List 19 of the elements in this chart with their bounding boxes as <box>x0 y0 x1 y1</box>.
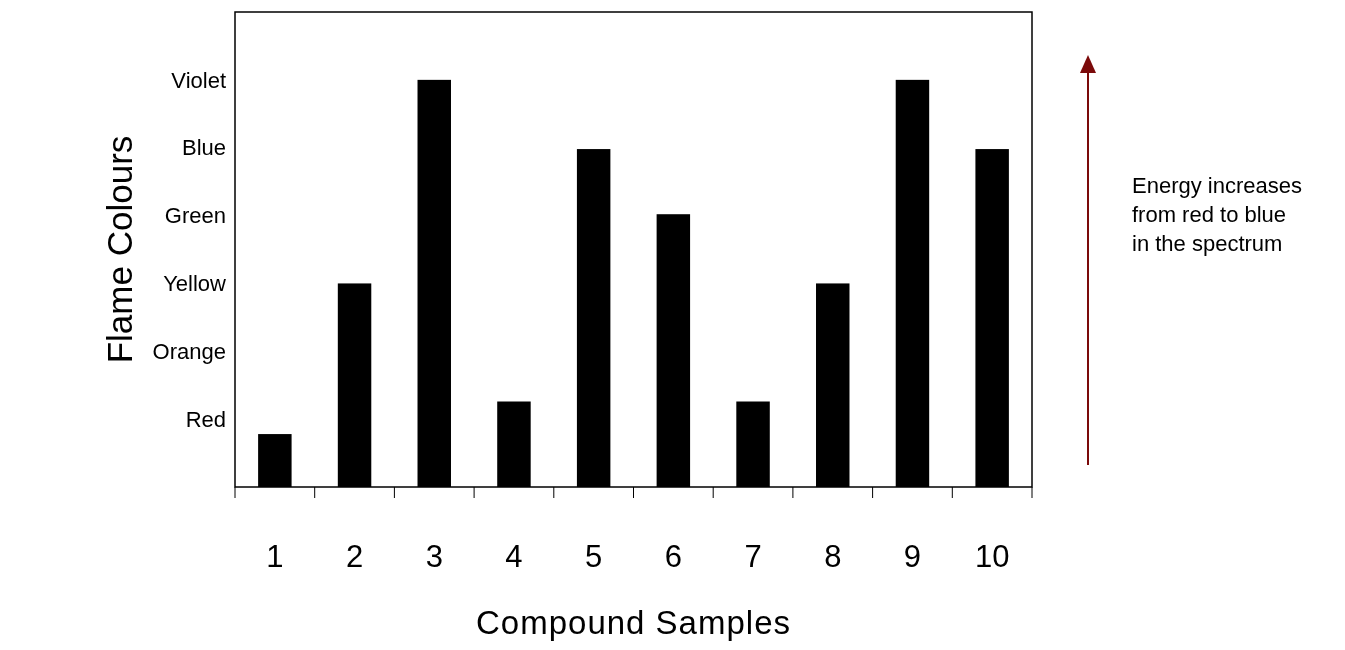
x-tick-label: 10 <box>974 539 1010 574</box>
x-tick-label: 9 <box>903 539 922 574</box>
x-tick-label: 4 <box>505 539 523 574</box>
x-tick-label: 7 <box>744 539 762 574</box>
x-tick-label: 6 <box>664 539 682 574</box>
text: Orange <box>152 338 226 364</box>
text: Green <box>164 203 226 229</box>
y-axis-title: Flame Colours <box>100 135 139 364</box>
x-axis-title: Compound Samples <box>476 604 791 641</box>
text: Red <box>185 406 226 432</box>
text: Energy increases from red to blue in the spectrum <box>1132 173 1302 256</box>
x-tick-label: 8 <box>824 539 842 574</box>
text: Yellow <box>163 271 227 297</box>
text: Violet <box>171 67 226 93</box>
x-tick-label: 3 <box>425 539 443 574</box>
x-tick-label: 2 <box>345 539 364 574</box>
x-tick-label: 5 <box>585 539 603 574</box>
text: Blue <box>181 135 226 161</box>
x-tick-label: 1 <box>266 539 284 574</box>
